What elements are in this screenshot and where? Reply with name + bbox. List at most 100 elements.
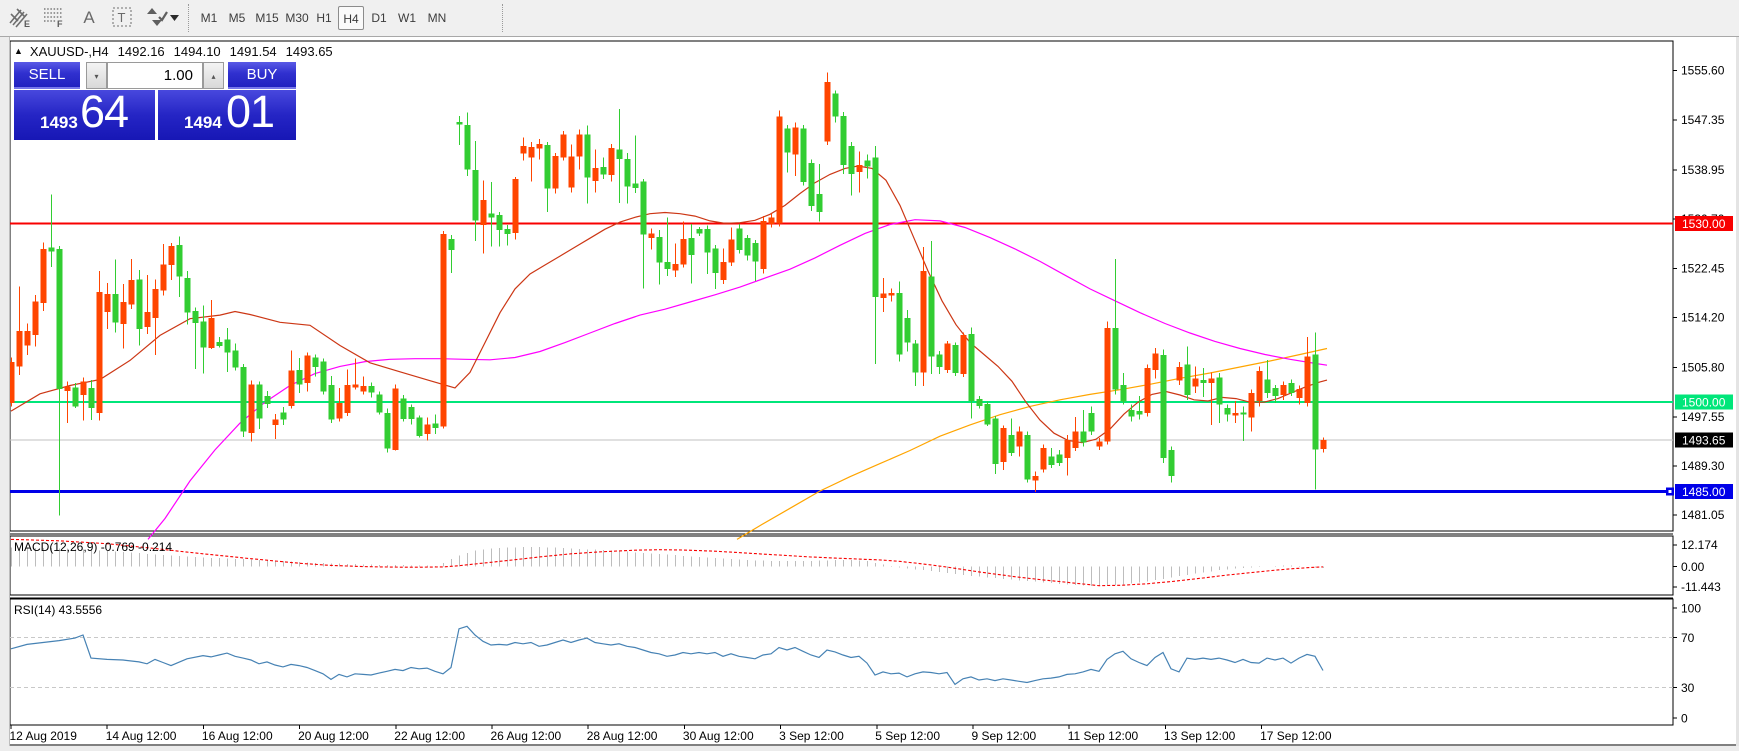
candle-body — [1144, 368, 1151, 413]
fibonacci-icon[interactable]: F — [42, 5, 68, 31]
indicators-lines-icon[interactable]: E — [8, 5, 34, 31]
candle-body — [1096, 441, 1103, 447]
price-tick-label: 1522.45 — [1681, 261, 1725, 275]
candle-body — [616, 149, 623, 159]
candle-body — [1152, 353, 1159, 370]
timeframe-button-h4[interactable]: H4 — [338, 6, 364, 30]
time-label: 16 Aug 12:00 — [202, 729, 273, 743]
candle-body — [728, 239, 735, 263]
text-label-icon[interactable]: A — [83, 8, 95, 27]
candle-body — [480, 200, 487, 226]
sell-button[interactable]: SELL — [14, 62, 80, 89]
macd-label: MACD(12,26,9) -0.769 -0.214 — [14, 540, 172, 554]
candle-body — [952, 344, 959, 373]
candle-body — [1056, 454, 1063, 464]
candle-body — [1008, 434, 1015, 453]
timeframe-button-m5[interactable]: M5 — [228, 11, 246, 25]
candle-body — [840, 115, 847, 165]
macd-scale-max: 12.174 — [1681, 538, 1718, 552]
candle-body — [408, 406, 415, 419]
time-label: 5 Sep 12:00 — [875, 729, 940, 743]
candle-body — [1104, 328, 1111, 442]
candle-body — [696, 229, 703, 234]
main-pane-border — [9, 40, 1674, 532]
candle-body — [1128, 409, 1135, 417]
candle-body — [72, 387, 79, 407]
candle-body — [808, 163, 815, 206]
candle-body — [1000, 427, 1007, 462]
timeframe-button-d1[interactable]: D1 — [371, 11, 387, 25]
candle-body — [464, 124, 471, 170]
price-tick-label: 1555.60 — [1681, 64, 1725, 78]
price-badge-label: 1485.00 — [1682, 485, 1726, 499]
candle-body — [352, 384, 359, 388]
candle-body — [1240, 412, 1247, 415]
candle-body — [1280, 384, 1287, 396]
candle-body — [680, 238, 687, 265]
candle-body — [1032, 476, 1039, 481]
candle-body — [120, 302, 127, 325]
price-tick-label: 1481.05 — [1681, 508, 1725, 522]
candle-body — [304, 355, 311, 384]
candle-body — [608, 148, 615, 175]
timeframe-button-m30[interactable]: M30 — [285, 11, 309, 25]
candle-body — [152, 288, 159, 319]
candle-body — [376, 394, 383, 413]
candle-body — [912, 343, 919, 373]
timeframe-button-mn[interactable]: MN — [427, 11, 447, 25]
volume-input[interactable]: 1.00 — [107, 62, 203, 89]
candle-body — [288, 370, 295, 406]
candle-body — [888, 293, 895, 296]
candle-body — [448, 238, 455, 251]
candle-body — [1176, 367, 1183, 381]
candle-body — [32, 301, 39, 335]
candle-body — [96, 291, 103, 413]
candle-body — [1312, 354, 1319, 450]
buy-button[interactable]: BUY — [228, 62, 296, 89]
candle-body — [1088, 412, 1095, 432]
candle-body — [328, 384, 335, 420]
volume-increase-button[interactable]: ▴ — [203, 62, 224, 89]
candle-body — [128, 279, 135, 305]
candle-body — [920, 270, 927, 373]
candle-body — [656, 236, 663, 263]
candle-body — [576, 134, 583, 157]
candle-body — [176, 244, 183, 277]
chart-title-bar: ▲ XAUUSD-,H4 1492.16 1494.10 1491.54 1493.65 — [14, 44, 333, 59]
collapse-icon[interactable]: ▲ — [14, 46, 23, 56]
candle-body — [384, 412, 391, 449]
hline-anchor-dot — [1668, 490, 1672, 494]
candle-body — [520, 145, 527, 154]
candle-body — [1064, 439, 1071, 459]
buy-price-box[interactable]: 1494 01 — [158, 86, 296, 140]
macd-scale-min: -11.443 — [1681, 580, 1721, 594]
timeframe-button-h1[interactable]: H1 — [316, 11, 332, 25]
time-label: 12 Aug 2019 — [10, 729, 78, 743]
sell-price-box[interactable]: 1493 64 — [14, 86, 155, 140]
candle-body — [1016, 431, 1023, 447]
candle-body — [232, 350, 239, 368]
text-box-icon[interactable]: T — [110, 5, 136, 31]
arrows-objects-icon[interactable] — [144, 5, 170, 31]
time-label: 30 Aug 12:00 — [683, 729, 754, 743]
candle-body — [1168, 449, 1175, 477]
time-label: 13 Sep 12:00 — [1164, 729, 1236, 743]
rsi-pane-border — [9, 598, 1674, 726]
candle-body — [1192, 378, 1199, 387]
dropdown-arrow-icon[interactable] — [170, 5, 184, 31]
candle-body — [136, 279, 143, 329]
candle-body — [272, 419, 279, 425]
candle-body — [336, 402, 343, 419]
candle-body — [400, 398, 407, 419]
timeframe-button-m1[interactable]: M1 — [200, 11, 218, 25]
timeframe-button-w1[interactable]: W1 — [398, 11, 416, 25]
candle-body — [992, 418, 999, 465]
volume-decrease-button[interactable]: ▾ — [86, 62, 107, 89]
timeframe-button-m15[interactable]: M15 — [255, 11, 279, 25]
candle-body — [624, 158, 631, 187]
candle-body — [1208, 378, 1215, 384]
candle-body — [208, 318, 215, 348]
candle-body — [368, 386, 375, 393]
candle-body — [296, 369, 303, 385]
